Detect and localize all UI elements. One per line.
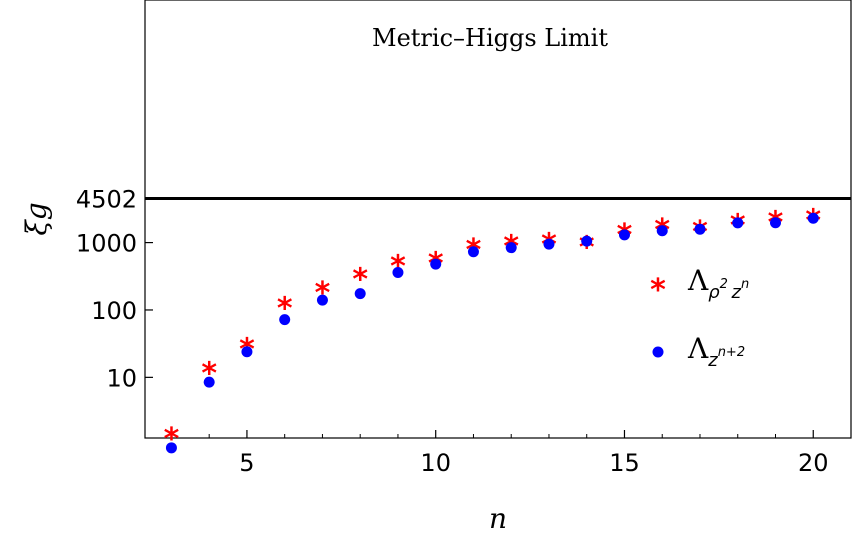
legend-star-marker: * bbox=[650, 273, 666, 308]
circle-point bbox=[807, 212, 819, 224]
y-tick-label: 4502 bbox=[76, 186, 137, 214]
circle-point bbox=[543, 238, 555, 250]
circle-point bbox=[165, 442, 177, 454]
circle-point bbox=[618, 229, 630, 241]
x-axis: 5 10 15 20 bbox=[170, 430, 829, 477]
x-axis-title: n bbox=[489, 502, 507, 535]
circle-point bbox=[732, 217, 744, 229]
legend: * Λρ2 zn Λzn+2 bbox=[650, 264, 749, 371]
y-axis: 10 100 1000 4502 bbox=[76, 186, 153, 392]
y-tick-label: 10 bbox=[106, 364, 137, 392]
star-point: * bbox=[315, 276, 331, 311]
circle-point bbox=[430, 258, 442, 270]
circle-point bbox=[316, 294, 328, 306]
y-tick-label: 1000 bbox=[76, 230, 137, 258]
x-tick-label: 15 bbox=[609, 449, 640, 477]
x-tick-label: 10 bbox=[420, 449, 451, 477]
circle-point bbox=[241, 346, 253, 358]
legend-label-circle: Λzn+2 bbox=[687, 332, 745, 371]
circle-point bbox=[656, 225, 668, 237]
circle-point bbox=[354, 288, 366, 300]
circle-point bbox=[467, 246, 479, 258]
circle-point bbox=[769, 217, 781, 229]
y-axis-title: ξg bbox=[20, 202, 53, 235]
legend-label-star: Λρ2 zn bbox=[687, 264, 749, 303]
y-tick-label: 100 bbox=[91, 297, 137, 325]
star-point: * bbox=[352, 262, 368, 297]
circle-point bbox=[392, 266, 404, 278]
circle-point bbox=[694, 223, 706, 235]
circle-point bbox=[581, 235, 593, 247]
data-points: ****************** bbox=[164, 204, 822, 457]
plot-frame bbox=[144, 0, 852, 439]
circle-point bbox=[505, 242, 517, 254]
metric-higgs-limit-label: Metric–Higgs Limit bbox=[372, 24, 608, 52]
legend-circle-marker bbox=[652, 346, 664, 358]
x-tick-label: 20 bbox=[798, 449, 829, 477]
circle-point bbox=[279, 314, 291, 326]
x-tick-label: 5 bbox=[239, 449, 254, 477]
circle-point bbox=[203, 376, 215, 388]
